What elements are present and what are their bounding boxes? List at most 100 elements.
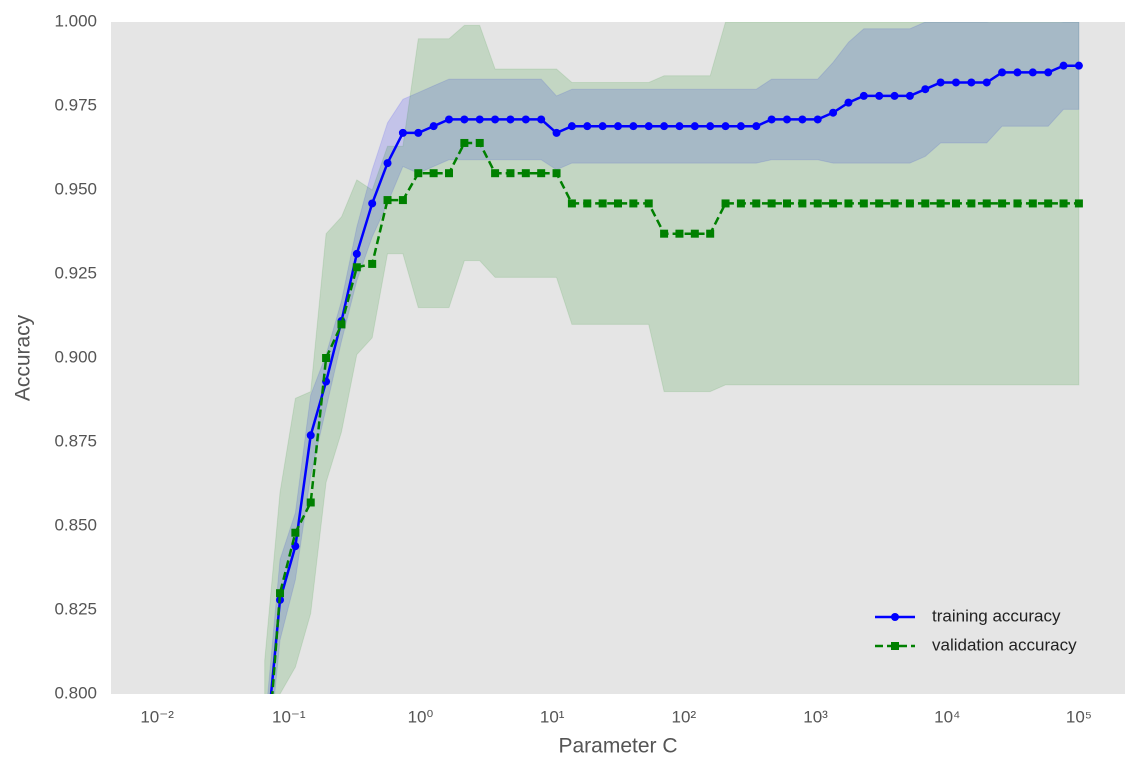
x-tick-label: 10⁻² [140, 707, 174, 726]
data-point [690, 229, 699, 238]
data-point [460, 115, 469, 124]
data-point [859, 199, 868, 208]
data-point [552, 169, 561, 178]
data-point [644, 199, 653, 208]
data-point [890, 91, 899, 100]
y-axis-label: Accuracy [12, 314, 35, 401]
y-tick-label: 0.825 [54, 599, 97, 618]
x-tick-label: 10⁰ [408, 707, 434, 726]
data-point [675, 122, 684, 131]
data-point [798, 199, 807, 208]
data-point [982, 199, 991, 208]
y-tick-label: 0.875 [54, 431, 97, 450]
data-point [398, 196, 407, 205]
data-point [445, 169, 454, 178]
x-tick-label: 10⁴ [934, 707, 960, 726]
data-point [921, 199, 930, 208]
data-point [721, 122, 730, 131]
legend-marker [891, 642, 899, 650]
data-point [322, 354, 331, 362]
data-point [1044, 199, 1053, 208]
data-point [706, 229, 715, 238]
data-point [352, 249, 361, 258]
data-point [414, 128, 423, 137]
plot-area [264, 22, 1083, 694]
x-tick-label: 10³ [803, 707, 828, 726]
data-point [383, 196, 392, 205]
data-point [1013, 68, 1022, 77]
data-point [706, 122, 715, 131]
data-point [598, 199, 607, 208]
data-point [552, 128, 561, 137]
data-point [306, 498, 315, 507]
data-point [967, 78, 976, 87]
x-tick-label: 10² [672, 707, 697, 726]
data-point [736, 122, 745, 131]
data-point [537, 169, 546, 178]
data-point [660, 229, 669, 238]
data-point [660, 122, 669, 131]
data-point [506, 169, 515, 178]
data-point [859, 91, 868, 100]
data-point [368, 199, 377, 208]
data-point [521, 169, 530, 178]
data-point [951, 78, 960, 87]
data-point [998, 68, 1007, 77]
data-point [905, 91, 914, 100]
std-band [267, 22, 1080, 694]
legend-marker [891, 613, 899, 621]
legend-item: training accuracy [875, 606, 1061, 625]
data-point [782, 115, 791, 124]
data-point [1059, 199, 1068, 208]
data-point [491, 115, 500, 124]
y-tick-label: 0.800 [54, 683, 97, 702]
data-point [690, 122, 699, 131]
data-point [1028, 199, 1037, 208]
data-point [813, 199, 822, 208]
data-point [936, 78, 945, 87]
legend-label: training accuracy [932, 606, 1061, 625]
data-point [460, 138, 469, 147]
data-point [629, 122, 638, 131]
data-point [537, 115, 546, 124]
y-tick-label: 0.925 [54, 263, 97, 282]
data-point [276, 589, 285, 598]
x-tick-label: 10⁻¹ [272, 707, 306, 726]
std-band [264, 22, 1080, 694]
data-point [475, 138, 484, 147]
data-point [414, 169, 423, 178]
data-point [967, 199, 976, 208]
data-point [782, 199, 791, 208]
data-point [890, 199, 899, 208]
y-tick-label: 0.950 [54, 179, 97, 198]
data-point [921, 85, 930, 94]
data-point [521, 115, 530, 124]
data-point [506, 115, 515, 124]
legend-item: validation accuracy [875, 635, 1077, 654]
data-point [613, 122, 622, 131]
y-tick-label: 1.000 [54, 11, 97, 30]
data-point [1013, 199, 1022, 208]
x-tick-label: 10⁵ [1066, 707, 1092, 726]
data-point [583, 122, 592, 131]
data-point [429, 169, 438, 178]
data-point [844, 98, 853, 107]
data-point [291, 528, 300, 537]
data-point [736, 199, 745, 208]
data-point [1028, 68, 1037, 77]
data-point [644, 122, 653, 131]
data-point [998, 199, 1007, 208]
data-point [829, 108, 838, 117]
data-point [475, 115, 484, 124]
data-point [675, 229, 684, 238]
data-point [629, 199, 638, 208]
plot-background [111, 22, 1125, 694]
data-point [598, 122, 607, 131]
data-point [875, 199, 884, 208]
data-point [813, 115, 822, 124]
data-point [429, 122, 438, 131]
data-point [767, 115, 776, 124]
data-point [982, 78, 991, 87]
data-point [491, 169, 500, 178]
legend-label: validation accuracy [932, 635, 1077, 654]
